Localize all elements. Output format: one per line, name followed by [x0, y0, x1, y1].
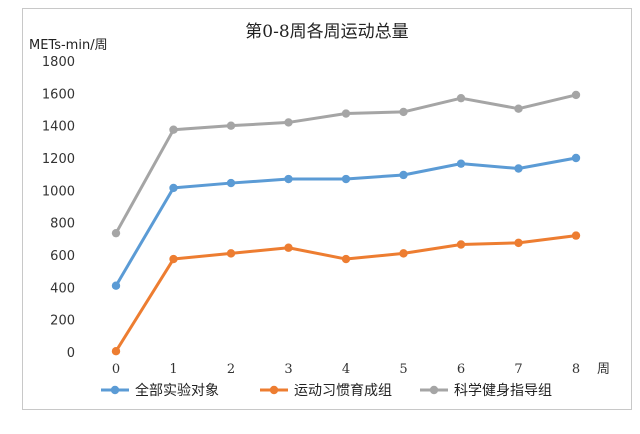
series-group — [111, 231, 581, 356]
legend-label: 全部实验对象 — [135, 382, 219, 399]
data-point — [456, 159, 466, 168]
chart-title: 第0-8周各周运动总量 — [245, 22, 408, 42]
legend-marker — [429, 385, 439, 395]
x-tick-label: 8 — [572, 362, 580, 377]
data-point — [514, 164, 523, 173]
data-point — [456, 93, 466, 103]
x-tick-label: 3 — [284, 362, 292, 377]
x-axis-ticks: 0 1 2 3 4 5 6 7 8 — [112, 362, 580, 377]
data-point — [341, 109, 351, 118]
data-point — [399, 249, 408, 258]
x-axis-unit-label: 周 — [597, 362, 610, 377]
x-tick-label: 7 — [514, 362, 522, 377]
x-tick-label: 4 — [342, 362, 350, 377]
legend-label: 运动习惯育成组 — [294, 382, 392, 399]
data-point — [571, 90, 581, 100]
data-point — [169, 183, 178, 193]
data-point — [226, 249, 236, 258]
legend-marker — [269, 385, 279, 395]
series-group — [111, 90, 581, 238]
data-point — [571, 231, 581, 240]
data-point — [111, 281, 121, 290]
legend-marker — [110, 385, 120, 395]
y-tick-label: 800 — [50, 217, 75, 232]
series-group — [111, 153, 581, 290]
y-tick-label: 600 — [50, 249, 75, 264]
legend-item: 运动习惯育成组 — [260, 382, 392, 399]
y-tick-label: 1200 — [42, 152, 75, 167]
series-layer — [111, 90, 581, 356]
y-tick-label: 0 — [67, 346, 75, 361]
x-tick-label: 1 — [169, 362, 177, 377]
data-point — [399, 107, 408, 117]
x-tick-label: 2 — [227, 362, 235, 377]
data-point — [284, 243, 293, 252]
y-tick-label: 200 — [50, 314, 75, 329]
x-tick-label: 6 — [457, 362, 465, 377]
data-point — [169, 254, 178, 264]
y-tick-label: 1000 — [42, 184, 75, 199]
data-point — [514, 104, 523, 113]
legend-item: 全部实验对象 — [101, 382, 219, 399]
legend-item: 科学健身指导组 — [420, 383, 552, 399]
data-point — [226, 121, 236, 130]
data-point — [111, 228, 121, 238]
y-tick-label: 1800 — [42, 55, 75, 70]
x-tick-label: 5 — [399, 362, 407, 377]
data-point — [111, 346, 121, 356]
data-point — [169, 125, 178, 134]
data-point — [571, 153, 581, 163]
y-tick-label: 1600 — [42, 87, 75, 102]
y-tick-label: 1400 — [42, 120, 75, 135]
data-point — [226, 178, 236, 188]
data-point — [341, 254, 351, 264]
data-point — [284, 118, 293, 127]
y-axis-unit-label: METs-min/周 — [29, 38, 108, 53]
y-tick-label: 400 — [50, 281, 75, 296]
data-point — [514, 238, 523, 248]
data-point — [399, 170, 408, 180]
data-point — [341, 174, 351, 184]
legend: 全部实验对象 运动习惯育成组 科学健身指导组 — [101, 382, 552, 399]
legend-label: 科学健身指导组 — [454, 383, 552, 399]
y-axis-ticks: 0 200 400 600 800 1000 1200 1400 1600 1800 — [42, 55, 75, 361]
x-tick-label: 0 — [112, 362, 120, 377]
data-point — [284, 174, 293, 184]
chart-frame: 第0-8周各周运动总量 METs-min/周 周 0 200 400 600 800 10… — [22, 8, 632, 410]
series-line — [114, 234, 578, 353]
data-point — [456, 240, 466, 249]
line-chart: 第0-8周各周运动总量 METs-min/周 周 020040060080010… — [29, 22, 610, 399]
